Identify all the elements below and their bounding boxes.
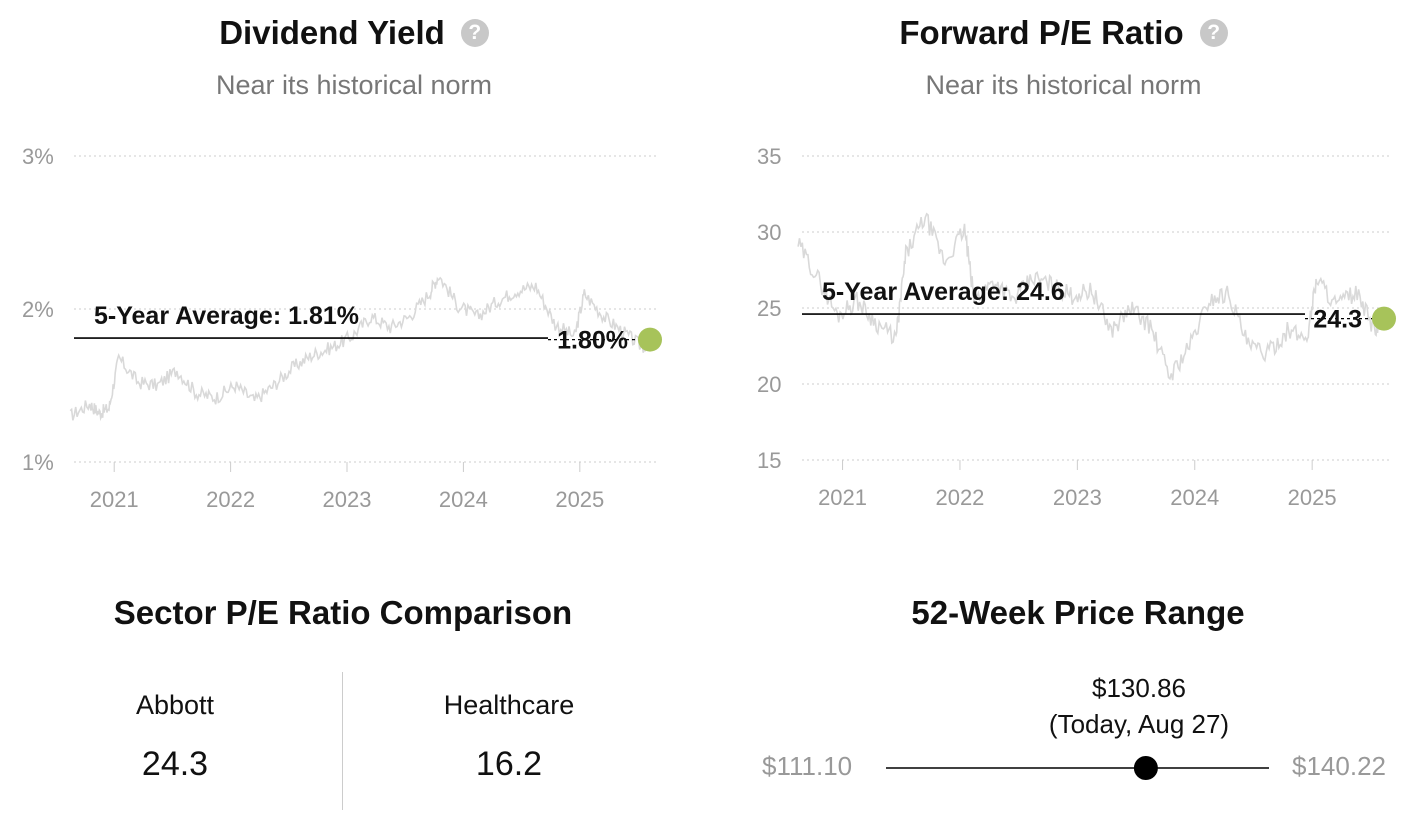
forward-pe-subtitle: Near its historical norm: [925, 70, 1202, 100]
sector-item-name: Healthcare: [443, 690, 575, 720]
x-tick-label: 2024: [439, 487, 488, 512]
series-line: [69, 276, 653, 422]
y-tick-label: 15: [757, 448, 781, 473]
sector-divider: [342, 672, 343, 810]
price-range-title: 52-Week Price Range: [911, 594, 1245, 631]
sector-item-value: 24.3: [141, 745, 209, 783]
y-tick-label: 25: [757, 296, 781, 321]
x-tick-label: 2022: [935, 485, 984, 510]
current-value-dot: [638, 327, 662, 352]
price-range-low: $111.10: [762, 751, 853, 781]
current-value-dot: [1372, 306, 1396, 331]
price-range-high: $140.22: [1292, 751, 1386, 781]
sector-comparison-title: Sector P/E Ratio Comparison: [113, 594, 573, 631]
series-line: [797, 212, 1386, 381]
price-range-panel: 52-Week Price Range $130.86 (Today, Aug …: [709, 580, 1418, 820]
y-tick-label: 3%: [22, 144, 54, 169]
y-tick-label: 35: [757, 144, 781, 169]
dividend-yield-panel: Dividend Yield ? Near its historical nor…: [0, 0, 700, 530]
price-range-current-marker: [1133, 756, 1158, 780]
x-tick-label: 2025: [555, 487, 604, 512]
x-tick-label: 2021: [818, 485, 867, 510]
price-range-track: [886, 756, 1269, 780]
x-tick-label: 2023: [323, 487, 372, 512]
dividend-yield-chart: 1% 2% 3% 2021 2022 2023 2024 2025 5-Year Average…: [22, 144, 662, 512]
dividend-yield-subtitle: Near its historical norm: [215, 70, 493, 100]
x-tick-label: 2025: [1288, 485, 1337, 510]
price-range-current-note: (Today, Aug 27): [1048, 709, 1230, 739]
forward-pe-panel: Forward P/E Ratio ? Near its historical …: [709, 0, 1418, 530]
sector-comparison-panel: Sector P/E Ratio Comparison Abbott 24.3 …: [0, 580, 700, 820]
y-tick-label: 20: [757, 372, 781, 397]
forward-pe-title: Forward P/E Ratio: [899, 14, 1184, 51]
dividend-yield-title: Dividend Yield: [219, 14, 445, 51]
five-year-average-label: 5-Year Average: 24.6: [822, 278, 1065, 306]
five-year-average-label: 5-Year Average: 1.81%: [94, 302, 359, 330]
current-value-label: 24.3: [1313, 306, 1362, 334]
y-tick-label: 1%: [22, 450, 54, 475]
y-tick-label: 30: [757, 220, 781, 245]
price-range-current-price: $130.86: [1092, 673, 1186, 703]
sector-item-value: 16.2: [475, 745, 543, 783]
question-circle-icon[interactable]: ?: [460, 19, 489, 47]
sector-item-healthcare: Healthcare 16.2: [379, 690, 639, 784]
x-tick-label: 2024: [1170, 485, 1219, 510]
sector-item-name: Abbott: [135, 690, 215, 720]
dividend-yield-title-row: Dividend Yield ?: [14, 14, 694, 52]
question-circle-icon[interactable]: ?: [1199, 19, 1228, 47]
current-value-label: 1.80%: [557, 327, 628, 355]
x-tick-label: 2021: [90, 487, 139, 512]
x-tick-label: 2022: [206, 487, 255, 512]
forward-pe-title-row: Forward P/E Ratio ?: [709, 14, 1418, 52]
price-range-current-label: $130.86 (Today, Aug 27): [989, 670, 1289, 742]
x-tick-label: 2023: [1053, 485, 1102, 510]
y-tick-label: 2%: [22, 297, 54, 322]
sector-item-abbott: Abbott 24.3: [45, 690, 305, 784]
